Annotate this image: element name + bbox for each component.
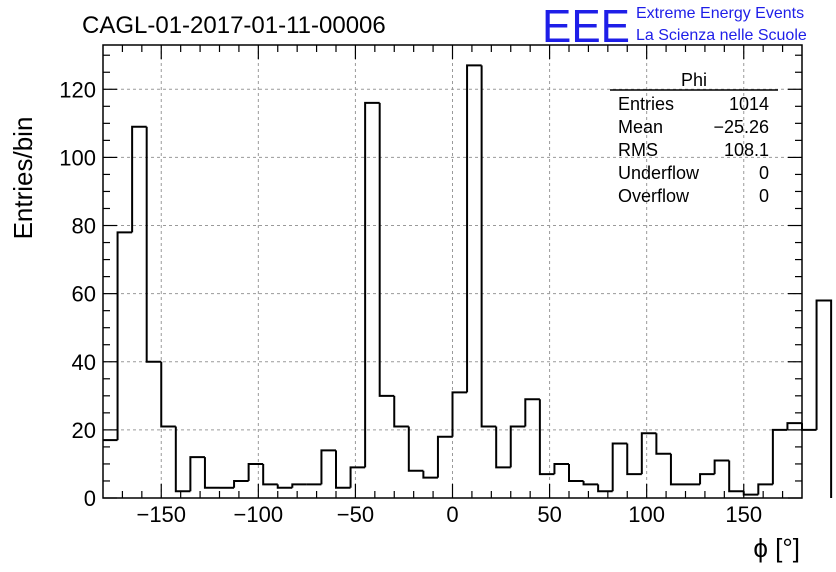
chart-title: CAGL-01-2017-01-11-00006 <box>82 12 386 39</box>
stats-value: 1014 <box>729 94 769 114</box>
histogram-bin <box>742 491 759 496</box>
x-tick-label: −150 <box>136 502 186 527</box>
y-axis-label: Entries/bin <box>8 117 38 240</box>
histogram-bin <box>407 426 424 472</box>
y-tick-label: 40 <box>72 350 96 375</box>
histogram-bin <box>655 433 671 455</box>
histogram-bin <box>160 361 176 428</box>
stats-label: Entries <box>618 94 674 114</box>
stats-value: 0 <box>759 186 769 206</box>
histogram-bin <box>509 425 526 468</box>
histogram-bin <box>276 484 293 489</box>
histogram-bin <box>174 426 191 493</box>
x-tick-label: −100 <box>234 502 284 527</box>
y-tick-label: 80 <box>72 214 96 239</box>
histogram-bin <box>436 435 453 478</box>
histogram-bin <box>771 428 788 485</box>
histogram-bin <box>233 479 249 488</box>
histogram-bin <box>728 460 744 493</box>
x-axis-label: ϕ [°] <box>753 533 800 563</box>
histogram-bin <box>466 64 482 393</box>
histogram-bin <box>203 457 220 489</box>
histogram-bin <box>597 484 613 493</box>
eee-logo-icon: EEE <box>542 0 630 52</box>
histogram-bin <box>524 398 540 427</box>
stats-label: Underflow <box>618 163 700 183</box>
histogram-bin <box>480 65 497 428</box>
histogram-bin <box>378 102 395 397</box>
histogram-bin <box>495 426 511 469</box>
histogram-bin <box>757 483 773 495</box>
stats-value: 0 <box>759 163 769 183</box>
histogram-bin <box>582 480 599 486</box>
histogram-bin <box>713 459 730 475</box>
stats-label: RMS <box>618 140 658 160</box>
y-tick-label: 0 <box>84 486 96 511</box>
histogram <box>103 64 833 498</box>
x-tick-label: 100 <box>628 502 665 527</box>
histogram-bin <box>626 443 642 476</box>
grid-lines <box>103 45 802 498</box>
x-tick-label: 0 <box>446 502 458 527</box>
histogram-bin <box>611 442 628 492</box>
histogram-bin <box>262 463 278 486</box>
histogram-bin <box>801 423 817 431</box>
histogram-bin <box>349 466 366 488</box>
histogram-bin <box>699 473 715 485</box>
histogram-bin <box>364 101 380 468</box>
histogram-bin <box>116 231 133 441</box>
histogram-bin <box>422 470 438 479</box>
x-tick-label: 50 <box>537 502 561 527</box>
histogram-bin <box>335 450 351 489</box>
logo-line-1: Extreme Energy Events <box>636 5 804 22</box>
histogram-bin <box>131 125 147 233</box>
histogram-bin <box>669 453 686 486</box>
histogram-bin <box>451 391 468 437</box>
histogram-bin <box>145 126 162 363</box>
axis-ticks <box>103 45 802 499</box>
histogram-bin <box>320 449 336 485</box>
y-tick-label: 20 <box>72 418 96 443</box>
stats-box: Phi Entries 1014 Mean −25.26 RMS 108.1 U… <box>610 70 778 206</box>
x-tick-label: −50 <box>337 502 374 527</box>
stats-value: −25.26 <box>713 117 769 137</box>
y-tick-label: 100 <box>59 145 96 170</box>
histogram-bin <box>189 456 205 492</box>
histogram-bin <box>538 399 555 476</box>
histogram-bin <box>568 463 584 482</box>
stats-value: 108.1 <box>724 140 769 160</box>
stats-label: Overflow <box>618 186 690 206</box>
histogram-bin <box>640 432 657 475</box>
histogram-bin <box>786 422 802 430</box>
histogram-bin <box>393 395 409 428</box>
stats-label: Mean <box>618 117 663 137</box>
y-tick-label: 60 <box>72 282 96 307</box>
logo-line-2: La Scienza nelle Scuole <box>636 27 807 44</box>
x-tick-label: 150 <box>725 502 762 527</box>
histogram-bin <box>553 462 569 475</box>
stats-title: Phi <box>681 70 707 90</box>
histogram-bin <box>247 462 264 481</box>
histogram-bin <box>291 483 307 488</box>
y-tick-label: 120 <box>59 77 96 102</box>
tick-labels: −150 −100 −50 0 50 100 150 0 20 40 60 80 100 120 <box>59 77 762 527</box>
histogram-bin <box>815 299 833 498</box>
